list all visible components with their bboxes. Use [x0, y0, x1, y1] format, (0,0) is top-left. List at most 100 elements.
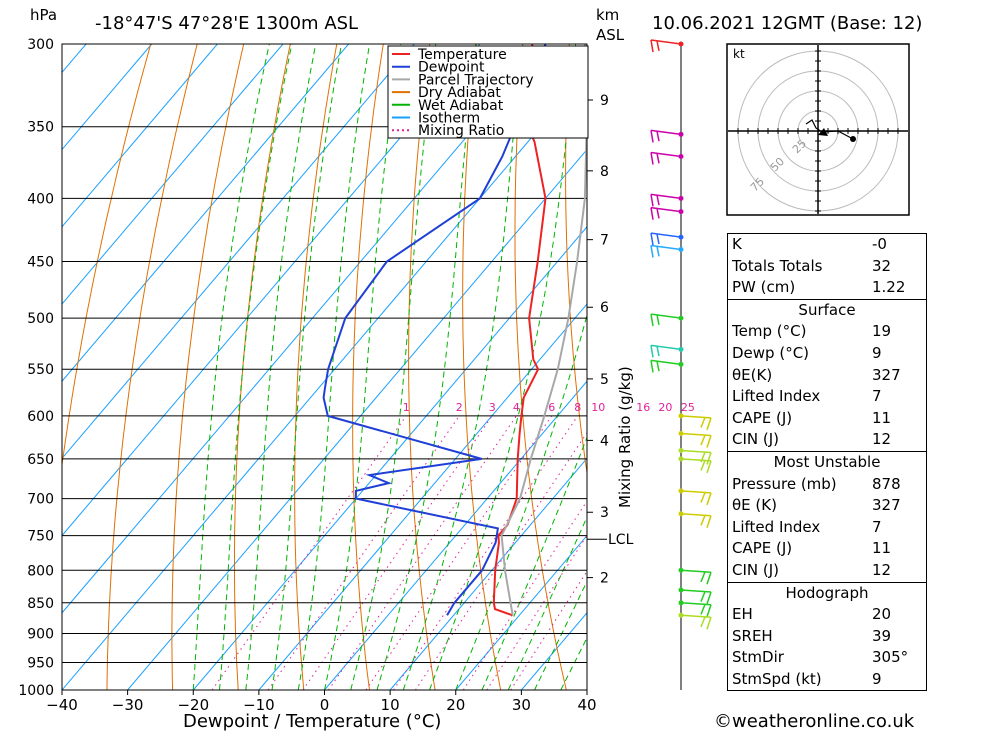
- wet-adiabat-line: [481, 435, 587, 690]
- mixing-ratio-label: 4: [513, 401, 520, 414]
- mixing-ratio-axis-label: Mixing Ratio (g/kg): [616, 366, 634, 508]
- mixing-ratio-label: 1: [403, 401, 410, 414]
- pressure-tick-label: 750: [27, 529, 54, 545]
- x-tick-label: −20: [177, 696, 209, 714]
- stat-value: -0: [872, 235, 887, 253]
- dry-adiabat-line: [352, 44, 384, 690]
- stat-value: 11: [872, 408, 892, 427]
- height-tick-label: 4: [600, 433, 609, 449]
- pressure-tick-label: 650: [27, 452, 54, 468]
- wet-adiabat-line: [429, 44, 577, 690]
- height-tick-label: 7: [600, 233, 609, 249]
- surface-title: Surface: [798, 300, 856, 319]
- legend-label: Dry Adiabat: [418, 85, 501, 101]
- x-tick-label: 0: [320, 696, 330, 714]
- stat-value: 7: [872, 387, 882, 406]
- x-axis-label: Dewpoint / Temperature (°C): [183, 711, 441, 732]
- dry-adiabat-line: [62, 44, 152, 469]
- stat-row: CAPE (J) 11: [728, 408, 926, 430]
- stat-key: Lifted Index: [732, 387, 821, 406]
- wind-barb: [650, 244, 684, 258]
- pressure-tick-label: 450: [27, 255, 54, 271]
- km-label: km: [596, 6, 619, 24]
- isotherm-line: [62, 44, 153, 151]
- stat-key: Dewp (°C): [732, 343, 810, 362]
- x-tick-label: −30: [112, 696, 144, 714]
- wind-barb: [678, 431, 712, 448]
- wind-barb-column: [650, 39, 712, 690]
- wet-adiabat-line: [534, 580, 587, 690]
- wind-barb: [650, 151, 684, 165]
- isotherm-line: [62, 44, 349, 382]
- stat-row: θE (K) 327: [728, 495, 926, 517]
- mixing-ratio-line: [211, 415, 407, 690]
- stat-row: Pressure (mb) 878: [728, 474, 926, 496]
- stat-key: θE (K): [732, 496, 777, 515]
- mixing-ratio-line: [486, 534, 587, 690]
- stat-row: θE(K) 327: [728, 365, 926, 387]
- stat-value: 19: [872, 322, 892, 341]
- stat-key: K: [732, 235, 742, 253]
- dry-adiabat-line: [171, 44, 245, 690]
- isotherm-line: [389, 457, 587, 690]
- stat-key: Temp (°C): [732, 322, 807, 341]
- stat-value: 327: [872, 365, 901, 384]
- dry-adiabat-line: [941, 44, 1000, 690]
- axis-ticks: −40 −30 −20 −10 0 10 20 30 40: [46, 690, 597, 714]
- mixing-ratio-line: [302, 415, 493, 690]
- wind-barb: [650, 193, 684, 207]
- legend-label: Temperature: [417, 47, 507, 63]
- pressure-tick-label: 350: [27, 120, 54, 136]
- stat-value: 1.22: [872, 278, 906, 297]
- stat-key: SREH: [732, 626, 773, 645]
- surface-box: Surface Temp (°C) 19 Dewp (°C) 9 θE(K) 327 Lif…: [727, 299, 927, 452]
- pressure-tick-label: 1000: [18, 683, 54, 699]
- stat-row: Dewp (°C) 9: [728, 343, 926, 365]
- mixing-ratio-labels: 1 2 3 4 6 8 10 16 20 25: [403, 401, 695, 414]
- height-tick-label: 6: [600, 300, 609, 316]
- mixing-ratio-line: [510, 570, 587, 690]
- wind-barb: [650, 39, 684, 53]
- wind-barb: [678, 600, 712, 618]
- stat-key: CIN (J): [732, 560, 780, 579]
- legend-label: Mixing Ratio: [418, 123, 504, 139]
- stat-row: CIN (J) 12: [728, 560, 926, 582]
- stat-value: 12: [872, 560, 892, 579]
- pressure-tick-label: 700: [27, 492, 54, 508]
- stat-row: K -0: [728, 234, 926, 256]
- mixing-ratio-label: 16: [636, 401, 650, 414]
- pressure-tick-label: 400: [27, 191, 54, 207]
- stat-value: 12: [872, 430, 892, 449]
- indices-box: K -0 Totals Totals 32 PW (cm) 1.22: [727, 233, 927, 300]
- mixing-ratio-line: [462, 500, 587, 690]
- stat-value: 327: [872, 496, 901, 515]
- legend-label: Dewpoint: [418, 60, 485, 76]
- stat-value: 20: [872, 605, 892, 624]
- stat-value: 11: [872, 539, 892, 558]
- pressure-tick-label: 300: [27, 37, 54, 53]
- isotherm-line: [127, 148, 587, 690]
- mixing-ratio-line: [393, 415, 579, 690]
- wet-adiabat-line: [455, 313, 587, 690]
- isotherm-line: [62, 44, 415, 460]
- x-tick-label: −40: [46, 696, 78, 714]
- wet-adiabat-line: [271, 44, 342, 690]
- wet-adiabat-line: [297, 44, 370, 690]
- isotherm-line: [62, 44, 481, 537]
- legend-label: Wet Adiabat: [418, 98, 504, 114]
- x-tick-label: 10: [381, 696, 400, 714]
- wind-barb: [650, 359, 684, 373]
- wind-barb: [678, 612, 712, 630]
- wind-barb: [678, 448, 712, 465]
- stat-key: CAPE (J): [732, 408, 793, 427]
- isotherm-line: [258, 303, 587, 690]
- stat-key: CAPE (J): [732, 539, 793, 558]
- stat-value: 39: [872, 626, 892, 645]
- hodograph-unit: kt: [733, 47, 745, 61]
- wind-barb: [678, 587, 712, 605]
- stat-key: θE(K): [732, 365, 773, 384]
- wind-barb: [650, 313, 684, 327]
- x-tick-label: 40: [577, 696, 596, 714]
